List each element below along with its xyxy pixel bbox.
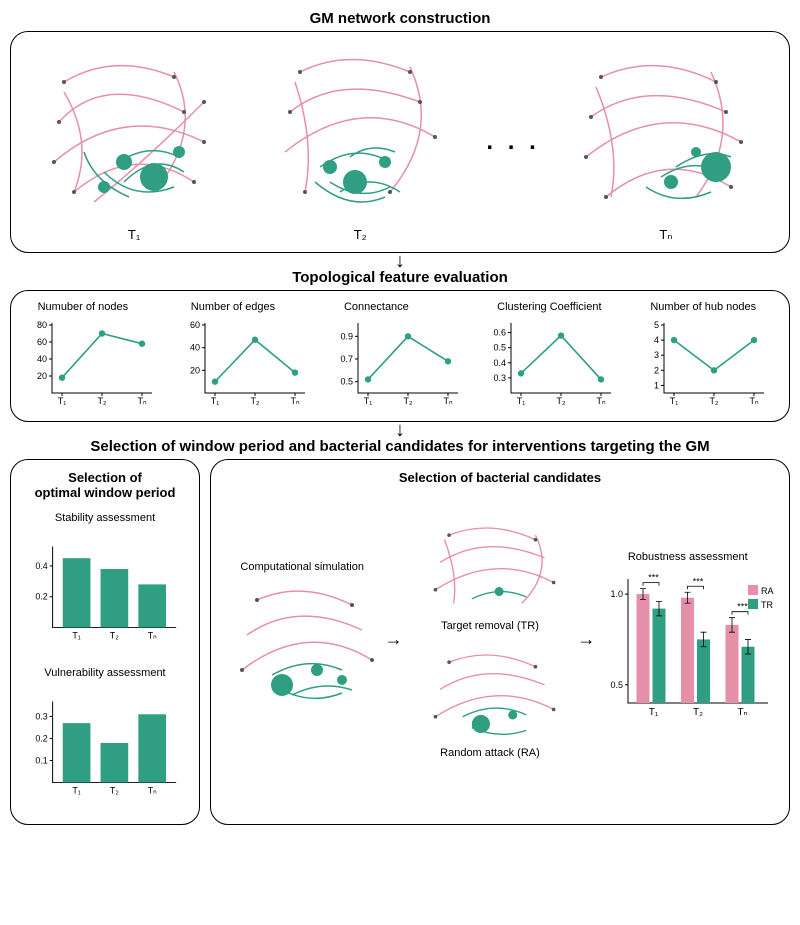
network-2: T₂ — [260, 42, 460, 242]
svg-text:3: 3 — [654, 350, 659, 360]
svg-text:1.0: 1.0 — [610, 589, 623, 599]
stability-title: Stability assessment — [21, 512, 189, 524]
svg-text:0.4: 0.4 — [35, 561, 47, 571]
sim-label: Computational simulation — [222, 561, 382, 573]
svg-text:T₁: T₁ — [72, 785, 80, 795]
net2-label: T₂ — [260, 227, 460, 242]
mini-chart-2: Connectance0.50.70.9T₁T₂Tₙ — [330, 301, 470, 411]
svg-text:2: 2 — [654, 365, 659, 375]
svg-text:0.9: 0.9 — [340, 331, 353, 341]
network-1: T₁ — [34, 42, 234, 242]
svg-text:T₂: T₂ — [557, 396, 566, 406]
section2-title: Topological feature evaluation — [10, 269, 790, 286]
right-title: Selection of bacterial candidates — [221, 470, 779, 485]
svg-text:4: 4 — [654, 335, 659, 345]
svg-text:40: 40 — [190, 343, 200, 353]
net1-label: T₁ — [34, 227, 234, 242]
robust-title: Robustness assessment — [598, 551, 778, 563]
svg-text:T₂: T₂ — [110, 785, 119, 795]
svg-text:0.6: 0.6 — [494, 328, 507, 338]
svg-text:0.2: 0.2 — [35, 733, 47, 743]
svg-text:20: 20 — [190, 365, 200, 375]
section1-panel: T₁ — [10, 31, 790, 253]
svg-text:***: *** — [648, 572, 659, 582]
svg-text:T₁: T₁ — [211, 396, 220, 406]
svg-text:0.3: 0.3 — [494, 373, 507, 383]
svg-text:Tₙ: Tₙ — [148, 785, 157, 795]
svg-text:0.5: 0.5 — [610, 679, 623, 689]
arrow-sim-mid: → — [385, 629, 403, 650]
left-title: Selection of optimal window period — [21, 470, 189, 500]
netn-label: Tₙ — [566, 227, 766, 243]
svg-text:0.7: 0.7 — [340, 354, 353, 364]
svg-text:***: *** — [692, 576, 703, 586]
section2-panel: Numuber of nodes20406080T₁T₂TₙNumber of … — [10, 290, 790, 422]
svg-text:20: 20 — [37, 371, 47, 381]
svg-text:Tₙ: Tₙ — [443, 396, 452, 406]
mid-block: Target removal (TR) Ran — [405, 517, 575, 761]
svg-text:40: 40 — [37, 354, 47, 364]
svg-text:T₂: T₂ — [710, 396, 719, 406]
svg-text:Tₙ: Tₙ — [737, 707, 747, 718]
svg-text:T₂: T₂ — [403, 396, 412, 406]
ra-label: Random attack (RA) — [410, 747, 570, 759]
svg-text:T₂: T₂ — [250, 396, 259, 406]
sim-block: Computational simulation — [222, 561, 382, 718]
svg-text:1: 1 — [654, 380, 659, 390]
svg-text:T₂: T₂ — [693, 707, 703, 718]
svg-text:Tₙ: Tₙ — [750, 396, 759, 406]
svg-text:T₂: T₂ — [110, 630, 119, 640]
svg-text:0.2: 0.2 — [35, 592, 47, 602]
tr-label: Target removal (TR) — [410, 620, 570, 632]
mini-chart-1: Number of edges204060T₁T₂Tₙ — [177, 301, 317, 411]
left-panel: Selection of optimal window period Stabi… — [10, 459, 200, 825]
arrow-1: ↓ — [10, 255, 790, 267]
svg-text:T₁: T₁ — [649, 707, 659, 718]
svg-text:0.1: 0.1 — [35, 756, 47, 766]
svg-text:***: *** — [737, 601, 748, 611]
network-n: Tₙ — [566, 42, 766, 243]
svg-text:Tₙ: Tₙ — [597, 396, 606, 406]
svg-text:0.5: 0.5 — [340, 377, 353, 387]
arrow-mid-robust: → — [577, 629, 595, 650]
svg-text:T₁: T₁ — [364, 396, 373, 406]
section3-title: Selection of window period and bacterial… — [10, 438, 790, 455]
svg-text:0.4: 0.4 — [494, 358, 507, 368]
svg-text:T₁: T₁ — [72, 630, 80, 640]
svg-text:RA: RA — [761, 586, 774, 596]
arrow-2: ↓ — [10, 424, 790, 436]
robust-block: Robustness assessment 0.5 1.0 *** T₁ *** T₂ **… — [598, 551, 778, 728]
section1-title: GM network construction — [10, 10, 790, 27]
svg-text:T₂: T₂ — [97, 396, 106, 406]
svg-text:Tₙ: Tₙ — [290, 396, 299, 406]
svg-text:80: 80 — [37, 320, 47, 330]
svg-text:60: 60 — [190, 320, 200, 330]
mini-chart-3: Clustering Coefficient0.30.40.50.6T₁T₂Tₙ — [483, 301, 623, 411]
vulnerability-title: Vulnerability assessment — [21, 667, 189, 679]
ellipsis: . . . — [486, 128, 539, 156]
svg-text:5: 5 — [654, 320, 659, 330]
mini-chart-0: Numuber of nodes20406080T₁T₂Tₙ — [24, 301, 164, 411]
svg-text:T₁: T₁ — [57, 396, 66, 406]
svg-text:T₁: T₁ — [670, 396, 679, 406]
svg-text:TR: TR — [761, 600, 773, 610]
svg-text:60: 60 — [37, 337, 47, 347]
svg-text:Tₙ: Tₙ — [148, 630, 157, 640]
svg-text:0.3: 0.3 — [35, 711, 47, 721]
svg-text:T₁: T₁ — [517, 396, 526, 406]
right-panel: Selection of bacterial candidates Comput… — [210, 459, 790, 825]
svg-text:0.5: 0.5 — [494, 343, 507, 353]
mini-chart-4: Number of hub nodes12345T₁T₂Tₙ — [636, 301, 776, 411]
svg-text:Tₙ: Tₙ — [137, 396, 146, 406]
